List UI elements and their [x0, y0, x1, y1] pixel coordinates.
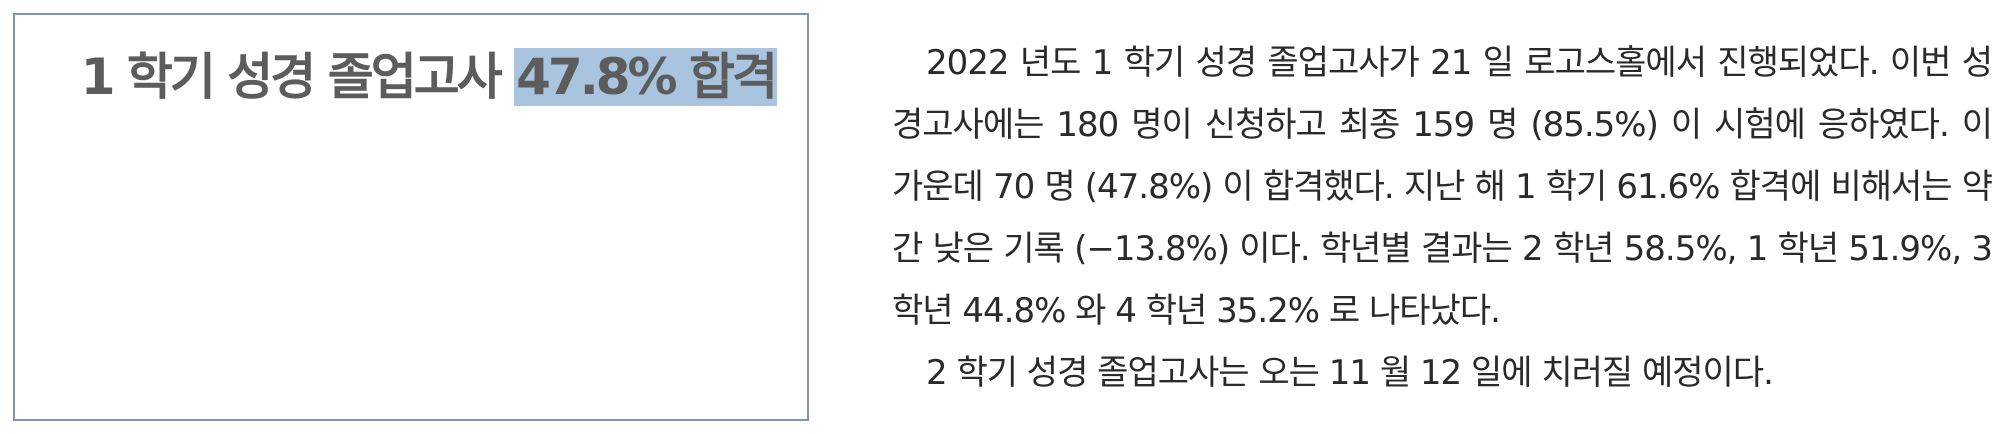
article-paragraph-2-text: 2 학기 성경 졸업고사는 오는 11 월 12 일에 치러질 예정이다.	[926, 353, 1774, 393]
headline: 1 학기 성경 졸업고사 47.8% 합격	[80, 45, 778, 109]
article-paragraph: 2 학기 성경 졸업고사는 오는 11 월 12 일에 치러질 예정이다.	[892, 342, 1992, 404]
article-body: 2022 년도 1 학기 성경 졸업고사가 21 일 로고스홀에서 진행되었다.…	[892, 32, 1993, 404]
headline-prefix: 1 학기 성경 졸업고사	[80, 48, 515, 106]
headline-highlight: 47.8% 합격	[514, 48, 778, 106]
article-paragraph: 2022 년도 1 학기 성경 졸업고사가 21 일 로고스홀에서 진행되었다.…	[892, 32, 1993, 342]
article-paragraph-1-text: 2022 년도 1 학기 성경 졸업고사가 21 일 로고스홀에서 진행되었다.…	[892, 43, 1993, 331]
headline-box: 1 학기 성경 졸업고사 47.8% 합격	[13, 13, 809, 421]
